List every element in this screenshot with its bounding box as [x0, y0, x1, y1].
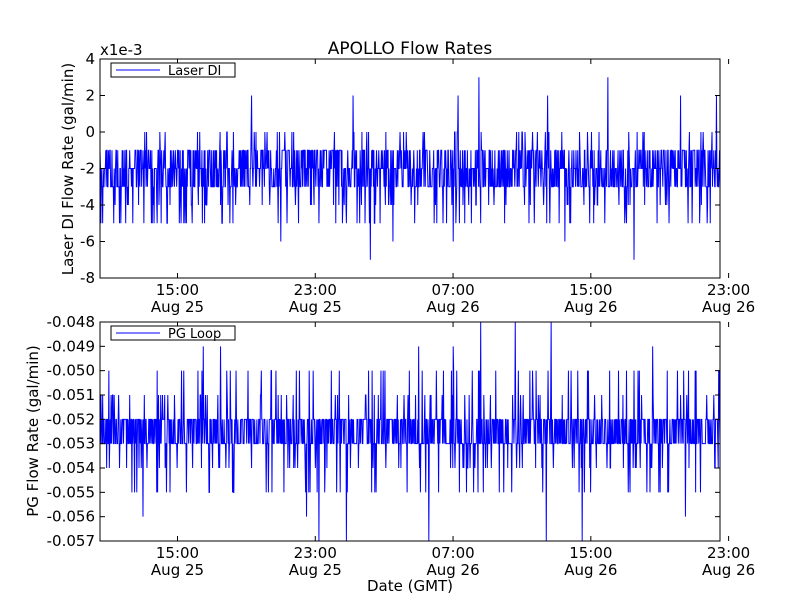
laser-di-xtick-date: Aug 26 [426, 298, 479, 316]
pg-loop-ytick-label: -0.054 [47, 459, 95, 477]
laser-di-plot-area [100, 77, 720, 260]
pg-loop-series-line [100, 322, 720, 541]
laser-di-ytick-label: -4 [80, 196, 95, 214]
figure-title: APOLLO Flow Rates [328, 39, 493, 59]
pg-loop-xtick-time: 23:00 [294, 544, 337, 562]
pg-loop-ytick-label: -0.057 [47, 532, 95, 550]
pg-loop-xtick-time: 23:00 [707, 544, 750, 562]
pg-loop-xtick-time: 15:00 [156, 544, 199, 562]
laser-di-xtick-date: Aug 26 [564, 298, 617, 316]
laser-di-legend: Laser DI [110, 62, 236, 79]
laser-di-legend-box [110, 62, 236, 78]
laser-di-frame [99, 58, 721, 279]
laser-di-ytick-label: 4 [85, 50, 95, 68]
laser-di-offset-label: x1e-3 [100, 41, 143, 59]
laser-di-xtick-date: Aug 25 [289, 298, 342, 316]
pg-loop-xtick-time: 07:00 [431, 544, 474, 562]
laser-di-xtick-date: Aug 25 [151, 298, 204, 316]
laser-di-ytick-label: 2 [85, 87, 95, 105]
pg-loop-legend: PG Loop [110, 325, 236, 342]
pg-loop-xtick-date: Aug 26 [702, 561, 755, 579]
pg-loop-ytick-label: -0.051 [47, 386, 95, 404]
pg-loop-xtick-date: Aug 25 [289, 561, 342, 579]
laser-di-series-line [100, 77, 720, 260]
pg-loop-ytick-label: -0.048 [47, 313, 95, 331]
pg-loop-ytick-label: -0.056 [47, 508, 95, 526]
pg-loop-ylabel: PG Flow Rate (gal/min) [24, 345, 42, 517]
laser-di-ytick-label: -8 [80, 269, 95, 287]
laser-di-legend-label: Laser DI [168, 64, 221, 79]
pg-loop-xtick-date: Aug 26 [564, 561, 617, 579]
pg-loop-legend-box [110, 325, 236, 341]
pg-loop-ytick-label: -0.052 [47, 410, 95, 428]
pg-loop-axes: PG Flow Rate (gal/min) -0.057-0.056-0.05… [24, 313, 755, 579]
laser-di-xtick-time: 15:00 [569, 281, 612, 299]
pg-loop-ytick-label: -0.050 [47, 362, 95, 380]
laser-di-ytick-label: 0 [85, 123, 95, 141]
figure-xlabel: Date (GMT) [367, 577, 453, 595]
pg-loop-xtick-time: 15:00 [569, 544, 612, 562]
pg-loop-ytick-label: -0.053 [47, 435, 95, 453]
pg-loop-ticks: -0.057 -0.056 -0.055 -0.054 -0.053 -0.052 -0.0… [47, 313, 756, 579]
pg-loop-xtick-date: Aug 26 [426, 561, 479, 579]
laser-di-xtick-date: Aug 26 [702, 298, 755, 316]
pg-loop-xtick-date: Aug 25 [151, 561, 204, 579]
laser-di-xtick-time: 15:00 [156, 281, 199, 299]
pg-loop-frame [99, 321, 721, 542]
laser-di-xtick-time: 07:00 [431, 281, 474, 299]
laser-di-ylabel: Laser DI Flow Rate (gal/min) [59, 63, 77, 275]
laser-di-xtick-time: 23:00 [707, 281, 750, 299]
pg-loop-plot-area [100, 322, 720, 541]
pg-loop-ytick-label: -0.055 [47, 483, 95, 501]
laser-di-xtick-time: 23:00 [294, 281, 337, 299]
pg-loop-legend-label: PG Loop [168, 327, 221, 342]
laser-di-axes: x1e-3 Laser DI Flow Rate (gal/min) -8 -6 -… [59, 41, 755, 316]
laser-di-ytick-label: -6 [80, 233, 95, 251]
laser-di-ytick-label: -2 [80, 160, 95, 178]
pg-loop-ytick-label: -0.049 [47, 337, 95, 355]
